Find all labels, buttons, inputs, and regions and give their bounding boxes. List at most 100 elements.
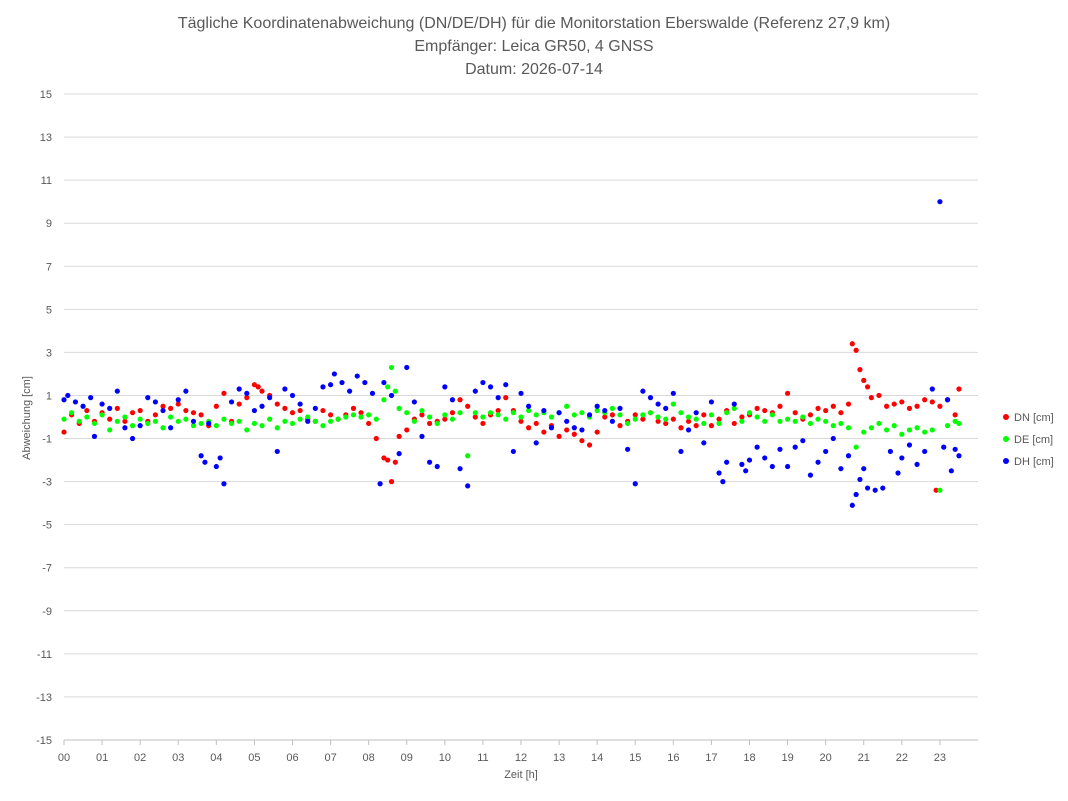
data-point	[853, 347, 859, 353]
data-point	[670, 416, 676, 422]
data-point	[526, 407, 532, 414]
data-point	[518, 418, 524, 424]
data-point	[743, 468, 749, 474]
data-point	[533, 412, 539, 418]
data-point	[88, 395, 94, 401]
data-point	[244, 395, 250, 401]
data-point	[244, 427, 250, 433]
data-point	[373, 435, 379, 442]
data-point	[388, 479, 395, 485]
data-point	[617, 423, 623, 429]
data-point	[849, 502, 855, 508]
data-point	[944, 397, 951, 403]
data-point	[107, 427, 113, 433]
data-point	[343, 414, 349, 420]
data-point	[137, 423, 143, 429]
data-point	[388, 392, 395, 399]
data-point	[864, 485, 871, 491]
y-tick-label: 3	[46, 347, 52, 359]
data-point	[114, 405, 120, 411]
x-tick-label: 18	[743, 752, 755, 764]
chart-title-line-2: Empfänger: Leica GR50, 4 GNSS	[414, 38, 653, 55]
data-point	[792, 418, 798, 424]
data-point	[830, 423, 836, 429]
data-point	[217, 455, 223, 461]
data-point	[663, 416, 669, 422]
data-point	[427, 414, 433, 420]
data-point	[579, 410, 585, 416]
data-point	[449, 416, 456, 422]
data-point	[899, 431, 905, 437]
data-point	[350, 405, 357, 411]
data-point	[487, 384, 494, 390]
data-point	[255, 384, 261, 390]
data-point	[107, 405, 113, 411]
data-point	[427, 459, 433, 465]
data-point	[392, 459, 398, 465]
data-point	[784, 390, 791, 396]
data-point	[274, 425, 280, 431]
data-point	[906, 427, 913, 433]
data-point	[80, 403, 86, 409]
y-tick-label: -3	[42, 477, 52, 489]
data-point	[952, 446, 958, 452]
data-point	[777, 403, 783, 409]
x-tick-label: 19	[781, 752, 793, 764]
data-point	[221, 416, 227, 422]
data-point	[632, 416, 638, 422]
data-point	[693, 410, 699, 416]
data-point	[849, 341, 855, 347]
data-point	[724, 410, 730, 416]
data-point	[404, 427, 410, 433]
data-point	[198, 420, 204, 427]
data-point	[815, 405, 821, 411]
legend-marker	[1003, 414, 1009, 420]
data-point	[198, 412, 204, 418]
data-point	[716, 470, 722, 476]
data-point	[784, 416, 791, 422]
data-point	[731, 420, 737, 427]
data-point	[533, 420, 539, 427]
data-point	[830, 435, 836, 442]
data-point	[495, 412, 501, 418]
data-point	[99, 401, 105, 407]
y-tick-label: -9	[42, 606, 52, 618]
data-point	[107, 416, 113, 422]
data-point	[922, 448, 928, 455]
data-point	[320, 407, 326, 414]
data-point	[198, 453, 204, 459]
data-point	[922, 397, 928, 403]
data-point	[427, 420, 433, 427]
data-point	[876, 392, 882, 399]
data-point	[876, 420, 882, 427]
data-point	[922, 429, 928, 435]
data-point	[434, 420, 440, 427]
data-point	[887, 448, 894, 455]
x-tick-label: 05	[248, 752, 260, 764]
data-point	[419, 433, 425, 439]
data-point	[891, 423, 897, 429]
data-point	[526, 425, 532, 431]
data-point	[251, 407, 258, 414]
data-point	[579, 427, 585, 433]
data-point	[556, 410, 562, 416]
data-point	[746, 457, 753, 463]
data-point	[175, 397, 181, 403]
data-point	[777, 446, 783, 452]
data-point	[857, 367, 863, 373]
data-point	[838, 420, 844, 427]
data-point	[228, 399, 235, 405]
data-point	[259, 423, 265, 429]
data-point	[480, 420, 486, 427]
data-point	[457, 397, 463, 403]
data-point	[61, 429, 67, 435]
data-point	[145, 395, 151, 401]
data-point	[564, 427, 570, 433]
data-point	[609, 412, 616, 418]
data-point	[327, 412, 334, 418]
data-point	[868, 425, 874, 431]
data-point	[327, 382, 334, 388]
data-point	[297, 401, 303, 407]
data-point	[339, 379, 345, 386]
